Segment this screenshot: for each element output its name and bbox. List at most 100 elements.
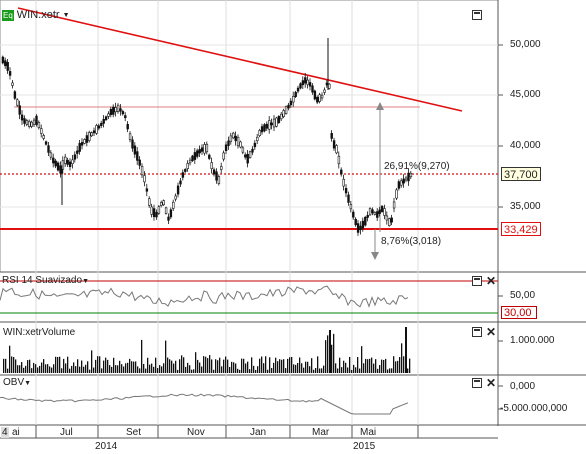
price-candle — [162, 199, 165, 206]
price-candle — [210, 157, 213, 174]
volume-bar — [5, 358, 7, 373]
price-candle — [88, 130, 91, 143]
volume-bar — [231, 361, 233, 373]
price-candle — [76, 145, 79, 159]
price-candle — [18, 100, 21, 120]
volume-bar — [53, 364, 55, 373]
volume-bar — [97, 356, 99, 373]
volume-bar — [265, 356, 267, 373]
volume-bar — [299, 357, 301, 373]
close-obv-icon[interactable]: ✕ — [486, 376, 497, 390]
volume-bar — [345, 362, 347, 373]
volume-bar — [287, 358, 289, 373]
volume-bar — [341, 367, 343, 373]
price-candle — [68, 158, 72, 171]
volume-bar — [7, 368, 9, 373]
price-candle — [95, 123, 98, 135]
maximize-rsi-button[interactable] — [472, 276, 482, 286]
volume-bar — [321, 368, 323, 373]
volume-bar — [79, 366, 81, 373]
volume-title[interactable]: WIN:xetrVolume — [3, 327, 76, 338]
chevron-down-icon[interactable]: ▼ — [24, 380, 32, 387]
price-candle — [220, 162, 223, 174]
price-candle — [8, 67, 12, 80]
volume-bar — [185, 366, 187, 373]
volume-bar — [49, 366, 51, 373]
volume-bar — [123, 366, 125, 373]
maximize-volume-button[interactable] — [472, 327, 482, 337]
volume-bar — [385, 358, 387, 373]
symbol-header[interactable]: Eq WIN.xetr ▼ — [2, 9, 70, 21]
volume-bar — [343, 360, 345, 373]
volume-bar — [163, 363, 165, 373]
price-candle — [280, 112, 283, 121]
volume-bar — [215, 359, 217, 373]
volume-bar — [161, 366, 163, 373]
volume-bar — [201, 366, 203, 373]
volume-bar — [301, 363, 303, 373]
volume-bar — [367, 359, 369, 373]
volume-bar — [353, 364, 355, 373]
price-candle — [263, 123, 266, 133]
maximize-main-button[interactable] — [472, 10, 482, 20]
price-candle — [311, 83, 314, 95]
price-candle — [364, 215, 367, 227]
volume-bar — [363, 363, 365, 373]
volume-bar — [359, 368, 361, 373]
obv-axis-label: 0,000 — [510, 381, 536, 392]
close-rsi-icon[interactable]: ✕ — [486, 274, 497, 288]
price-candle — [332, 137, 336, 151]
price-candle — [85, 131, 89, 147]
volume-bar — [409, 358, 411, 373]
price-candle — [356, 220, 360, 236]
price-candle — [66, 157, 69, 167]
volume-bar — [179, 359, 181, 373]
chevron-down-icon[interactable]: ▼ — [82, 278, 89, 285]
volume-bar — [251, 357, 253, 373]
price-candle — [287, 102, 290, 111]
price-candle — [385, 211, 389, 225]
x-axis-left-stub: 4 — [1, 427, 9, 438]
chevron-down-icon[interactable]: ▼ — [62, 11, 70, 19]
volume-bar — [29, 359, 31, 373]
volume-bar — [245, 363, 247, 373]
volume-bar — [305, 361, 307, 373]
volume-bar — [227, 359, 229, 373]
close-volume-icon[interactable]: ✕ — [486, 325, 497, 339]
price-candle — [114, 102, 117, 117]
volume-bar — [117, 365, 119, 373]
volume-bar — [87, 361, 89, 373]
volume-bar — [141, 339, 143, 373]
symbol-badge: Eq — [2, 9, 14, 21]
obv-title[interactable]: OBV▼ — [3, 377, 31, 388]
volume-bar — [157, 368, 159, 373]
rsi-title[interactable]: RSI 14 Suavizado▼ — [2, 275, 89, 286]
price-candle — [196, 148, 199, 159]
price-candle — [275, 116, 278, 128]
volume-bar — [405, 327, 407, 373]
volume-bar — [285, 368, 287, 373]
price-candle — [184, 168, 187, 173]
volume-bar — [267, 369, 269, 373]
maximize-obv-button[interactable] — [472, 378, 482, 388]
price-candle — [80, 138, 84, 150]
price-candle — [186, 160, 189, 172]
price-candle — [376, 208, 379, 221]
volume-bar — [59, 356, 61, 373]
volume-bar — [277, 361, 279, 373]
volume-bar — [69, 368, 71, 373]
price-candle — [397, 179, 401, 191]
volume-bar — [105, 357, 107, 373]
price-candle — [234, 131, 237, 146]
price-candle — [392, 197, 396, 213]
volume-bar — [307, 361, 309, 373]
x-axis-month: Jul — [60, 427, 73, 438]
price-candle — [100, 120, 103, 129]
price-candle — [224, 141, 228, 154]
price-candle — [318, 92, 321, 104]
price-candle — [181, 169, 185, 181]
volume-bar — [177, 369, 179, 373]
price-candle — [20, 110, 24, 125]
price-candle — [229, 132, 233, 145]
